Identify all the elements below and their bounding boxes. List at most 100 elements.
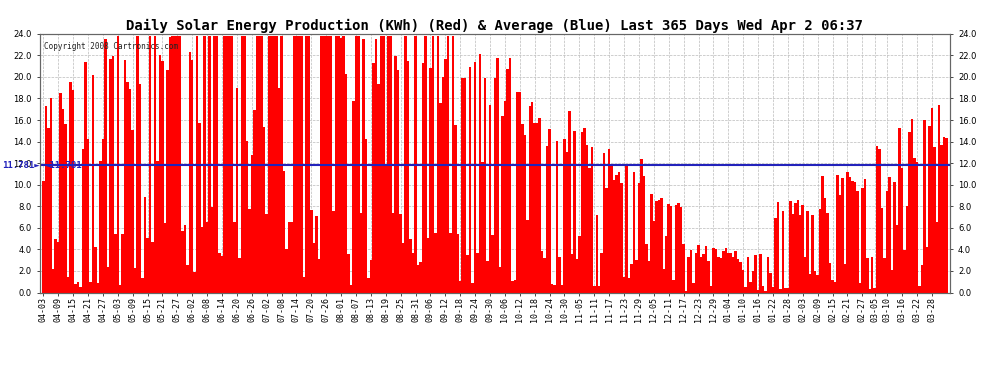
Bar: [476, 253, 479, 292]
Title: Daily Solar Energy Production (KWh) (Red) & Average (Blue) Last 365 Days Wed Apr: Daily Solar Energy Production (KWh) (Red…: [127, 18, 863, 33]
Bar: [575, 260, 578, 292]
Bar: [481, 162, 484, 292]
Bar: [563, 139, 565, 292]
Bar: [69, 81, 72, 292]
Bar: [802, 205, 804, 292]
Bar: [797, 200, 799, 292]
Bar: [707, 261, 710, 292]
Bar: [819, 209, 822, 292]
Bar: [923, 120, 926, 292]
Bar: [680, 207, 682, 292]
Bar: [459, 281, 461, 292]
Bar: [655, 201, 657, 292]
Bar: [570, 254, 573, 292]
Bar: [916, 162, 918, 292]
Bar: [809, 274, 812, 292]
Bar: [526, 220, 529, 292]
Bar: [764, 291, 766, 292]
Bar: [295, 36, 298, 292]
Bar: [787, 288, 789, 292]
Bar: [211, 207, 213, 292]
Bar: [229, 36, 231, 292]
Bar: [834, 282, 837, 292]
Bar: [888, 177, 891, 292]
Bar: [127, 82, 129, 292]
Bar: [456, 234, 459, 292]
Bar: [550, 284, 553, 292]
Bar: [591, 147, 593, 292]
Bar: [156, 161, 158, 292]
Bar: [89, 282, 92, 292]
Bar: [777, 202, 779, 292]
Bar: [161, 61, 163, 292]
Bar: [206, 222, 208, 292]
Bar: [255, 36, 258, 292]
Bar: [241, 36, 244, 292]
Bar: [48, 128, 50, 292]
Bar: [938, 105, 940, 292]
Bar: [524, 135, 526, 292]
Bar: [585, 145, 588, 292]
Bar: [677, 203, 680, 292]
Bar: [117, 36, 119, 292]
Bar: [580, 132, 583, 292]
Bar: [430, 68, 432, 292]
Bar: [142, 279, 144, 292]
Bar: [112, 56, 114, 292]
Bar: [389, 36, 392, 292]
Bar: [461, 78, 464, 292]
Bar: [486, 261, 489, 292]
Bar: [231, 36, 234, 292]
Bar: [545, 146, 548, 292]
Bar: [273, 36, 275, 292]
Bar: [606, 188, 608, 292]
Bar: [87, 139, 89, 292]
Bar: [727, 253, 730, 292]
Bar: [504, 101, 506, 292]
Bar: [440, 103, 442, 292]
Bar: [573, 131, 575, 292]
Bar: [593, 286, 596, 292]
Bar: [812, 215, 814, 292]
Bar: [308, 36, 310, 292]
Bar: [310, 210, 313, 292]
Bar: [278, 88, 280, 292]
Bar: [623, 277, 626, 292]
Bar: [328, 36, 330, 292]
Bar: [782, 211, 784, 292]
Bar: [652, 221, 655, 292]
Bar: [881, 209, 883, 292]
Bar: [466, 255, 469, 292]
Bar: [942, 137, 945, 292]
Bar: [876, 146, 878, 292]
Bar: [109, 59, 112, 292]
Bar: [613, 180, 616, 292]
Bar: [491, 235, 494, 292]
Bar: [766, 258, 769, 292]
Bar: [908, 132, 911, 292]
Bar: [921, 265, 923, 292]
Bar: [715, 249, 717, 292]
Bar: [675, 206, 677, 292]
Bar: [196, 36, 198, 292]
Bar: [730, 253, 732, 292]
Bar: [417, 265, 420, 292]
Bar: [792, 213, 794, 292]
Bar: [213, 36, 216, 292]
Bar: [168, 37, 171, 292]
Bar: [335, 36, 338, 292]
Bar: [397, 70, 399, 292]
Bar: [645, 244, 647, 292]
Bar: [82, 149, 84, 292]
Bar: [672, 280, 675, 292]
Bar: [695, 253, 697, 292]
Bar: [868, 289, 871, 292]
Text: Copyright 2008 Cartronics.com: Copyright 2008 Cartronics.com: [45, 42, 178, 51]
Bar: [248, 209, 250, 292]
Bar: [442, 77, 445, 292]
Bar: [92, 75, 94, 292]
Bar: [474, 62, 476, 292]
Bar: [148, 36, 151, 292]
Bar: [64, 124, 67, 292]
Bar: [43, 180, 45, 292]
